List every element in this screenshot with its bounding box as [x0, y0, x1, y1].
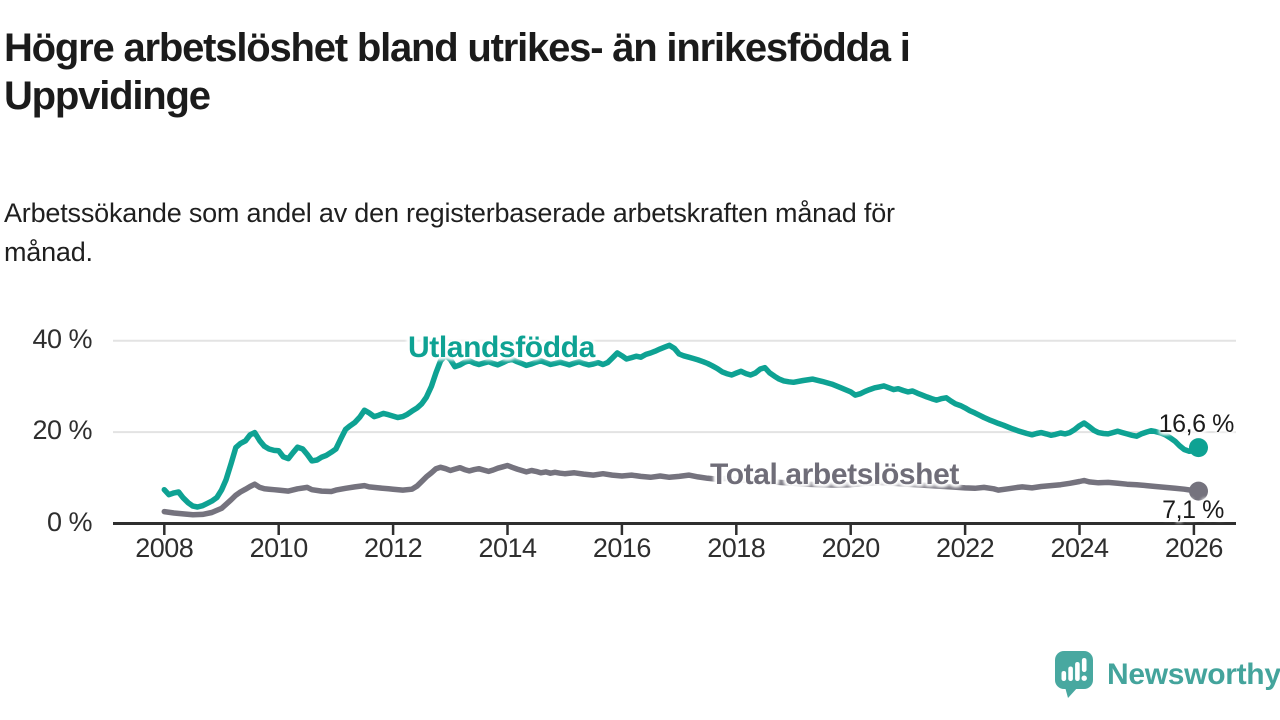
y-tick-label: 40 %: [32, 323, 92, 354]
x-tick-label: 2020: [821, 533, 881, 563]
x-tick-label: 2016: [592, 533, 652, 563]
brand-name: Newsworthy: [1107, 658, 1280, 691]
series-end-dot-utlandsfodda: [1189, 438, 1208, 458]
series-line-utlandsfodda: [161, 342, 1202, 510]
x-tick-label: 2010: [249, 533, 309, 563]
end-value-label-utlandsfodda: 16,6 %: [1158, 410, 1235, 438]
page-title: Högre arbetslöshet bland utrikes- än inr…: [4, 24, 1244, 120]
x-tick-label: 2014: [478, 533, 537, 563]
page-subtitle: Arbetssökande som andel av den registerb…: [4, 194, 1224, 272]
page-title-line-2: Uppvidinge: [4, 74, 211, 118]
end-value-label-total-arbetsloshet: 7,1 %: [1162, 496, 1224, 524]
series-end-dot-total-arbetsloshet: [1189, 481, 1208, 501]
page-title-line-1: Högre arbetslöshet bland utrikes- än inr…: [4, 26, 911, 70]
series-line-total-arbetsloshet: [161, 462, 1202, 518]
page-subtitle-line-2: månad.: [4, 237, 93, 267]
y-tick-label: 0 %: [46, 506, 93, 537]
x-tick-label: 2012: [364, 533, 423, 563]
y-tick-label: 20 %: [32, 415, 92, 446]
page-subtitle-line-1: Arbetssökande som andel av den registerb…: [4, 198, 895, 228]
x-tick-label: 2022: [936, 533, 995, 563]
x-tick-label: 2018: [707, 533, 766, 563]
brand-logo: Newsworthy: [1054, 650, 1280, 700]
page-header: Högre arbetslöshet bland utrikes- än inr…: [4, 24, 1244, 120]
series-label-total-arbetsloshet: Total arbetslöshet: [710, 458, 959, 491]
speech-bubble-bar-chart-icon: [1055, 651, 1093, 698]
series-label-utlandsfodda: Utlandsfödda: [408, 331, 595, 364]
x-tick-label: 2024: [1050, 533, 1109, 563]
x-tick-label: 2026: [1164, 533, 1224, 563]
x-tick-label: 2008: [135, 533, 194, 563]
